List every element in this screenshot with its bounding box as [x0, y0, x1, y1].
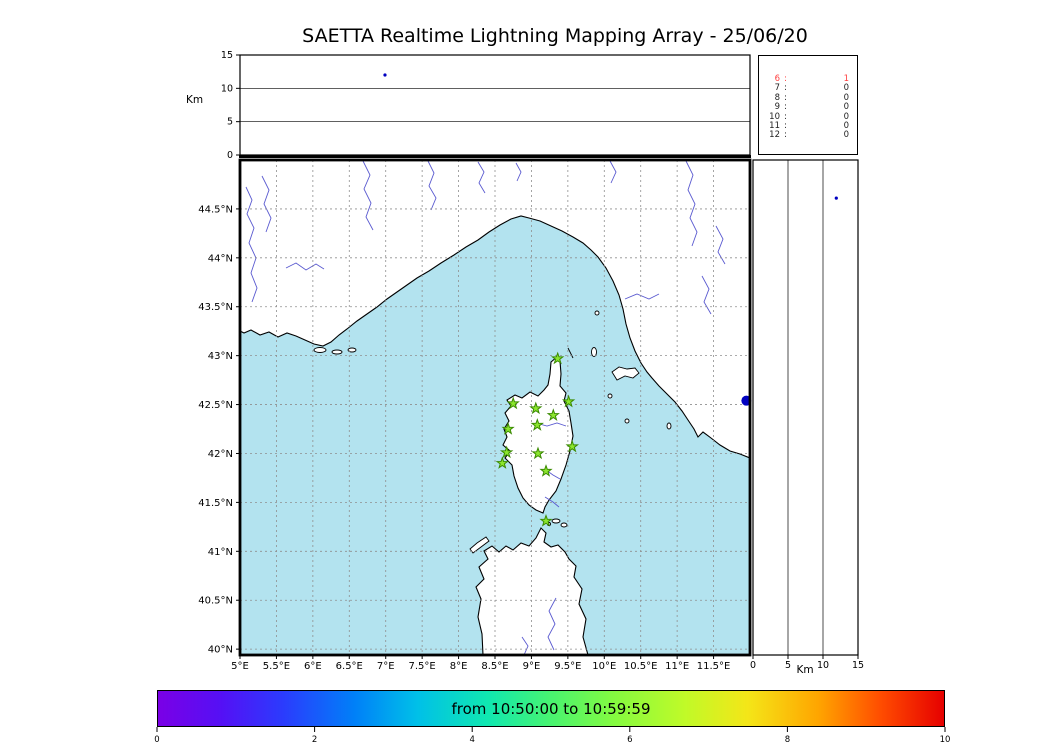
altitude-axis-label-left: Km [186, 94, 204, 106]
altitude-panel-gridlines [240, 87, 824, 655]
lon-tick-label: 7°E [377, 661, 395, 672]
station-marker [501, 421, 515, 435]
altitude-tick-label: 5 [227, 117, 233, 128]
lat-tick-label: 43°N [208, 351, 233, 362]
lon-tick-label: 5.5°E [263, 661, 290, 672]
station-source-count: 0 [843, 121, 849, 132]
colorbar-tick-label: 6 [627, 735, 632, 745]
station-source-count: 0 [843, 111, 849, 122]
station-marker [506, 396, 520, 410]
altitude-tick-label: 5 [785, 660, 791, 671]
altitude-tick-label: 10 [221, 83, 233, 94]
colon-separator: : [784, 92, 787, 103]
lon-tick-label: 8°E [450, 661, 468, 672]
lon-tick-label: 11.5°E [697, 661, 731, 672]
station-source-count: 0 [843, 102, 849, 113]
lon-tick-label: 8.5°E [481, 661, 508, 672]
station-count-row: 6: 1 [759, 74, 857, 84]
station-source-count: 0 [843, 83, 849, 94]
station-id: 7 [774, 83, 780, 94]
colon-separator: : [784, 130, 787, 141]
station-marker [546, 408, 560, 422]
coastline-sardinia [475, 527, 589, 655]
colorbar-tick-label: 2 [312, 735, 317, 745]
station-marker [565, 439, 579, 453]
coastline-corsica [502, 356, 574, 514]
colon-separator: : [784, 83, 787, 94]
page-title: SAETTA Realtime Lightning Mapping Array … [302, 25, 808, 47]
lon-tick-label: 10.5°E [624, 661, 658, 672]
station-count-row: 8: 0 [759, 92, 857, 103]
station-marker [539, 513, 553, 527]
lon-tick-label: 6.5°E [336, 661, 363, 672]
station-count-row: 7: 0 [759, 83, 857, 94]
colon-separator: : [784, 102, 787, 113]
station-marker [531, 446, 545, 460]
colorbar-time-range-label: from 10:50:00 to 10:59:59 [451, 699, 651, 718]
station-count-row: 9: 0 [759, 102, 857, 113]
station-marker [530, 418, 544, 431]
altitude-axis-label-bottom: Km [796, 664, 814, 676]
lightning-source-altitude-lat [834, 196, 838, 200]
lon-tick-label: 6°E [304, 661, 322, 672]
lon-tick-label: 7.5°E [409, 661, 436, 672]
station-marker [550, 351, 565, 365]
lat-tick-label: 44.5°N [198, 204, 233, 215]
altitude-lat-frame [752, 159, 859, 656]
lat-tick-label: 42°N [208, 449, 233, 460]
map-gridlines [240, 160, 750, 655]
station-source-count: 0 [843, 130, 849, 141]
colon-separator: : [784, 121, 787, 132]
station-marker [539, 464, 553, 477]
station-id: 6 [774, 74, 780, 84]
colorbar-tick-label: 0 [154, 735, 159, 745]
colorbar-tick-label: 10 [940, 735, 951, 745]
station-source-count: 0 [843, 92, 849, 103]
map-base [240, 160, 750, 655]
station-id: 8 [774, 92, 780, 103]
lightning-source-altitude-lon [383, 73, 387, 77]
colorbar-tick-label: 4 [469, 735, 474, 745]
station-count-row: 11: 0 [759, 121, 857, 132]
altitude-lon-frame [239, 54, 751, 156]
tick-labels: 5°E 5.5°E 6°E 6.5°E 7°E 7.5°E 8°E 8.5°E 9°E 9.5°E… [154, 50, 950, 745]
station-id: 9 [774, 102, 780, 113]
colorbar-tick-label: 8 [785, 735, 790, 745]
lon-tick-label: 9°E [523, 661, 541, 672]
altitude-tick-label: 0 [227, 150, 233, 161]
station-count-row: 12: 0 [759, 130, 857, 141]
lat-tick-label: 40.5°N [198, 596, 233, 607]
station-source-count: 1 [843, 74, 849, 84]
colon-separator: : [784, 111, 787, 122]
altitude-tick-label: 10 [817, 660, 829, 671]
lat-tick-label: 44°N [208, 253, 233, 264]
altitude-tick-label: 15 [852, 660, 864, 671]
lat-tick-label: 43.5°N [198, 302, 233, 313]
station-marker [495, 456, 509, 469]
station-marker [529, 401, 543, 415]
time-colorbar: from 10:50:00 to 10:59:59 [157, 690, 945, 727]
altitude-tick-label: 0 [750, 660, 756, 671]
station-id: 12 [769, 130, 780, 141]
lon-tick-label: 9.5°E [554, 661, 581, 672]
colon-separator: : [784, 74, 787, 84]
station-marker [499, 445, 514, 459]
coastline-mainland [240, 160, 750, 459]
lon-tick-label: 10°E [592, 661, 616, 672]
lon-tick-label: 5°E [231, 661, 249, 672]
station-id: 11 [769, 121, 780, 132]
lat-tick-label: 41.5°N [198, 498, 233, 509]
altitude-tick-label: 15 [221, 50, 233, 61]
lon-tick-label: 11°E [665, 661, 689, 672]
station-id: 10 [769, 111, 780, 122]
station-count-panel: 6: 1 7: 0 8: 0 9: 0 10: 0 11: 0 12: 0 [758, 55, 858, 155]
small-islands [313, 310, 672, 554]
lat-tick-label: 40°N [208, 645, 233, 656]
station-count-row: 10: 0 [759, 111, 857, 122]
lat-tick-label: 42.5°N [198, 400, 233, 411]
station-marker [561, 394, 576, 408]
lat-tick-label: 41°N [208, 547, 233, 558]
